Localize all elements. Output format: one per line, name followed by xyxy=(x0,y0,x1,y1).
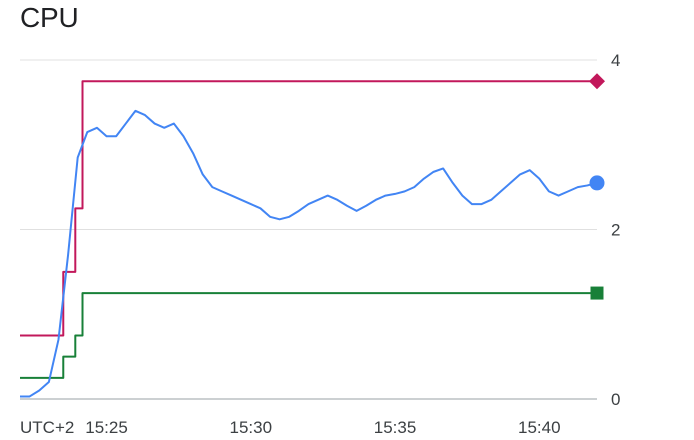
y-tick-label-4: 4 xyxy=(611,51,620,70)
y-tick-label-2: 2 xyxy=(611,221,620,240)
y-tick-label-0: 0 xyxy=(611,390,620,409)
x-tick-label-1535: 15:35 xyxy=(374,418,417,437)
series-line-2 xyxy=(20,109,598,398)
axis-tick-labels: 0 2 4 UTC+2 15:25 15:30 15:35 15:40 xyxy=(20,51,620,437)
series-end-marker-diamond xyxy=(589,73,605,90)
chart-title: CPU xyxy=(20,2,79,33)
series-line-0 xyxy=(20,80,597,337)
series-end-markers xyxy=(589,73,605,300)
x-tick-label-1540: 15:40 xyxy=(518,418,561,437)
series-end-marker-circle xyxy=(589,175,605,191)
series-line-1 xyxy=(20,292,597,379)
x-tick-label-1525: 15:25 xyxy=(85,418,128,437)
series-lines xyxy=(20,80,598,398)
x-tick-label-1530: 15:30 xyxy=(230,418,273,437)
series-end-marker-square xyxy=(590,286,604,300)
timezone-label: UTC+2 xyxy=(20,418,74,437)
grid-lines xyxy=(20,59,597,400)
